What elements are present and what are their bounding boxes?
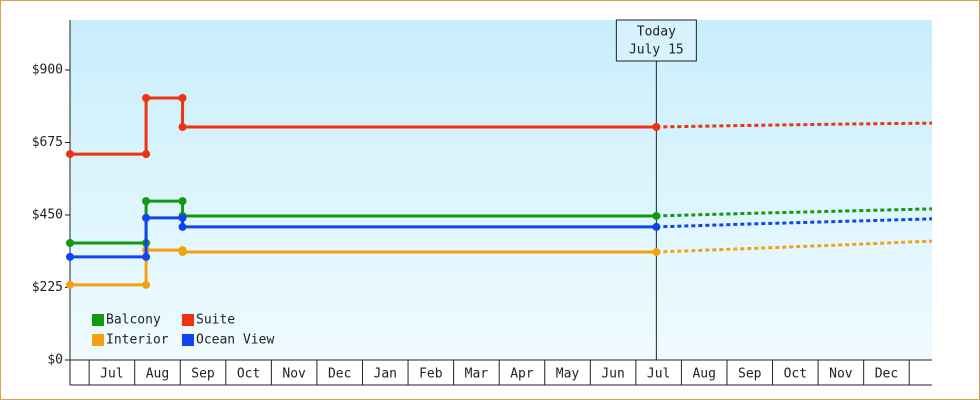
- legend-swatch: [92, 314, 104, 326]
- x-tick-label: Oct: [237, 367, 260, 382]
- legend-swatch: [92, 334, 104, 346]
- x-tick-label: Jul: [100, 367, 123, 382]
- x-tick-label: Jun: [601, 367, 624, 382]
- legend-label: Interior: [106, 333, 169, 348]
- x-tick-label: Aug: [146, 367, 169, 382]
- legend-swatch: [182, 334, 194, 346]
- today-box: [615, 19, 697, 62]
- x-tick-label: Sep: [738, 367, 762, 382]
- x-tick-label: Nov: [282, 367, 306, 382]
- today-label: Today: [637, 25, 676, 40]
- x-tick-label: Dec: [328, 367, 351, 382]
- x-tick-label: Dec: [875, 367, 898, 382]
- price-point: [652, 122, 661, 131]
- x-tick-label: Jul: [647, 367, 670, 382]
- x-tick-label: Mar: [465, 367, 489, 382]
- x-tick-label: Feb: [419, 367, 443, 382]
- legend-label: Suite: [196, 313, 235, 328]
- y-tick-label: $675: [32, 135, 63, 150]
- price-point: [66, 252, 74, 261]
- plot-area: [70, 20, 932, 360]
- x-tick-label: Oct: [784, 367, 807, 382]
- price-point: [178, 222, 187, 231]
- x-tick-label: Aug: [692, 367, 715, 382]
- x-tick-label: Sep: [191, 367, 215, 382]
- price-point: [652, 211, 661, 220]
- legend-label: Ocean View: [196, 333, 274, 348]
- price-point: [66, 239, 74, 248]
- price-point: [178, 93, 187, 102]
- x-tick-label: Nov: [829, 367, 853, 382]
- price-line: [70, 96, 657, 156]
- price-point: [142, 280, 151, 289]
- price-point: [142, 150, 151, 159]
- x-tick-label: Jan: [374, 367, 397, 382]
- price-line: [70, 248, 657, 287]
- y-tick-label: $900: [32, 62, 63, 77]
- price-point: [178, 122, 187, 131]
- price-line: [70, 199, 657, 245]
- price-point: [178, 213, 187, 222]
- legend-swatch: [182, 314, 194, 326]
- price-point: [142, 252, 151, 261]
- y-tick-label: $225: [32, 280, 63, 295]
- price-point: [178, 197, 187, 206]
- x-tick-label: May: [556, 367, 580, 382]
- price-point: [142, 93, 151, 102]
- price-point: [142, 197, 151, 206]
- price-point: [66, 150, 74, 159]
- price-point: [66, 280, 74, 289]
- price-point: [652, 248, 661, 257]
- price-line: [70, 216, 657, 259]
- y-tick-label: $450: [32, 207, 63, 222]
- today-label: July 15: [629, 43, 684, 58]
- y-tick-label: $0: [47, 353, 63, 368]
- price-point: [142, 213, 151, 222]
- price-point: [178, 248, 187, 257]
- price-point: [652, 222, 661, 231]
- legend-label: Balcony: [106, 313, 161, 328]
- x-tick-label: Apr: [510, 367, 534, 382]
